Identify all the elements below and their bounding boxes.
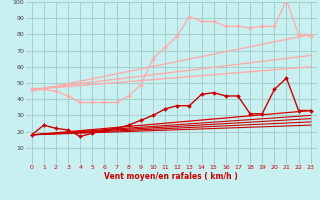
X-axis label: Vent moyen/en rafales ( km/h ): Vent moyen/en rafales ( km/h ) bbox=[104, 172, 238, 181]
